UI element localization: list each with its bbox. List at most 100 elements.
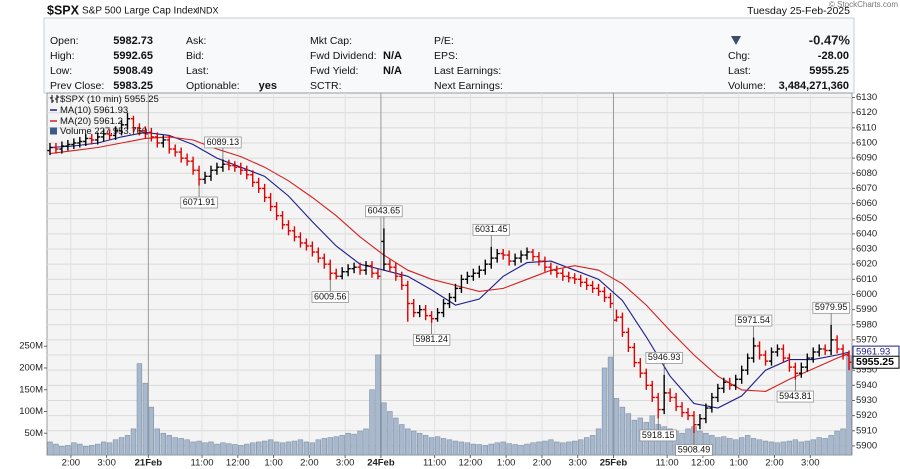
ohlc-bar <box>112 126 119 140</box>
volume-bar <box>828 435 834 456</box>
y-tick-label: 5970 <box>856 334 877 345</box>
ohlc-bar <box>285 220 292 236</box>
volume-bar <box>589 435 596 456</box>
volume-bar <box>220 442 226 456</box>
ohlc-bar <box>321 253 327 269</box>
annotation-box <box>639 429 677 442</box>
volume-bar <box>357 430 363 456</box>
ohlc-bar <box>309 241 315 257</box>
ohlc-bar <box>357 262 363 275</box>
y-tick-label: 6030 <box>856 244 877 255</box>
volume-bar <box>613 398 620 456</box>
info-panel <box>43 17 855 94</box>
ohlc-bar <box>601 286 608 303</box>
ohlc-bar <box>47 142 53 156</box>
volume-bar <box>345 432 351 456</box>
ohlc-bar <box>405 280 411 322</box>
field-label: Ask: <box>186 35 206 47</box>
volume-bar <box>315 439 321 456</box>
ohlc-bar <box>673 392 679 412</box>
ohlc-bar <box>333 268 339 280</box>
volume-bar <box>554 441 560 456</box>
annotation-label: 5908.49 <box>678 444 711 454</box>
volume-bar <box>422 435 429 456</box>
index-name: S&P 500 Large Cap Index <box>82 6 198 17</box>
ohlc-bar <box>643 368 649 390</box>
y-tick-label: 6010 <box>856 274 877 285</box>
ohlc-bar <box>667 388 673 402</box>
volume-bar <box>458 441 465 456</box>
x-tick-label: 1:00 <box>264 458 283 469</box>
volume-bar <box>375 354 381 456</box>
ohlc-bar <box>124 112 131 130</box>
volume-bar <box>583 437 590 456</box>
field-label: Last Earnings: <box>434 65 501 77</box>
volume-bar <box>65 445 71 456</box>
y-tick-label: 6060 <box>856 198 877 209</box>
legend-icon <box>50 127 57 135</box>
ohlc-bar <box>733 374 739 390</box>
volume-bar <box>208 441 214 456</box>
ohlc-bar <box>756 341 763 360</box>
volume-bar <box>536 441 542 456</box>
ohlc-bar <box>637 358 643 378</box>
volume-bar <box>822 438 828 456</box>
x-tick-label: 3:00 <box>97 458 116 469</box>
annotation-label: 5943.81 <box>779 391 812 401</box>
ohlc-bar <box>53 142 59 154</box>
ohlc-bar <box>220 159 226 172</box>
y-tick-label: 6080 <box>856 168 877 179</box>
ohlc-bar <box>95 132 101 145</box>
legend-value: 227,953,760 <box>94 126 147 137</box>
field-label: Last: <box>186 65 209 77</box>
field-label: Bid: <box>186 50 204 62</box>
ohlc-bar <box>130 115 137 133</box>
ohlc-bar <box>542 256 548 272</box>
legend-name: MA(20) <box>60 116 91 127</box>
ohlc-bar <box>434 308 441 322</box>
date: Tuesday 25-Feb-2025 <box>747 5 850 17</box>
annotation-box <box>472 223 510 236</box>
ohlc-bar <box>745 353 751 375</box>
y2-tick-label: 250M <box>19 341 43 352</box>
x-tick-label: 3:00 <box>568 458 587 469</box>
ohlc-bar <box>268 192 274 212</box>
ohlc-bar <box>118 120 125 136</box>
y-tick-label: 6130 <box>856 92 877 103</box>
y2-tick-label: 100M <box>19 406 43 417</box>
ohlc-bar <box>190 156 196 175</box>
y2-tick-label: 150M <box>19 384 43 395</box>
volume-bar <box>405 428 411 456</box>
volume-bar <box>846 355 852 456</box>
symbol: $SPX <box>47 3 80 17</box>
ohlc-bar <box>727 377 733 390</box>
field-value: 3,484,271,360 <box>779 80 849 92</box>
ohlc-bar <box>375 268 381 280</box>
volume-bar <box>267 439 274 456</box>
x-tick-label: 12:00 <box>226 458 250 469</box>
x-tick-label: 3:00 <box>801 458 820 469</box>
volume-bar <box>172 437 178 456</box>
ohlc-bar <box>250 170 256 187</box>
ohlc-bar <box>136 123 143 136</box>
volume-bar <box>631 419 638 456</box>
ohlc-bar <box>315 247 321 263</box>
ohlc-bar <box>363 261 369 275</box>
ohlc-bar <box>59 141 65 154</box>
ohlc-bar <box>590 280 596 293</box>
volume-bar <box>89 445 95 456</box>
legend-entry: Volume 227,953,760 <box>60 126 147 137</box>
volume-bar <box>411 430 417 456</box>
ohlc-bar <box>417 305 423 318</box>
volume-bar <box>273 441 280 456</box>
ohlc-bar <box>786 353 792 372</box>
field-label: Mkt Cap: <box>310 35 352 47</box>
volume-bar <box>506 443 512 456</box>
ohlc-bar <box>792 362 798 380</box>
x-tick-label: 2:00 <box>62 458 81 469</box>
legend-name: Volume <box>60 126 92 137</box>
ohlc-bar <box>703 403 709 424</box>
ohlc-bar <box>387 259 393 272</box>
volume-bar <box>548 439 554 456</box>
legend-icon <box>50 95 59 103</box>
